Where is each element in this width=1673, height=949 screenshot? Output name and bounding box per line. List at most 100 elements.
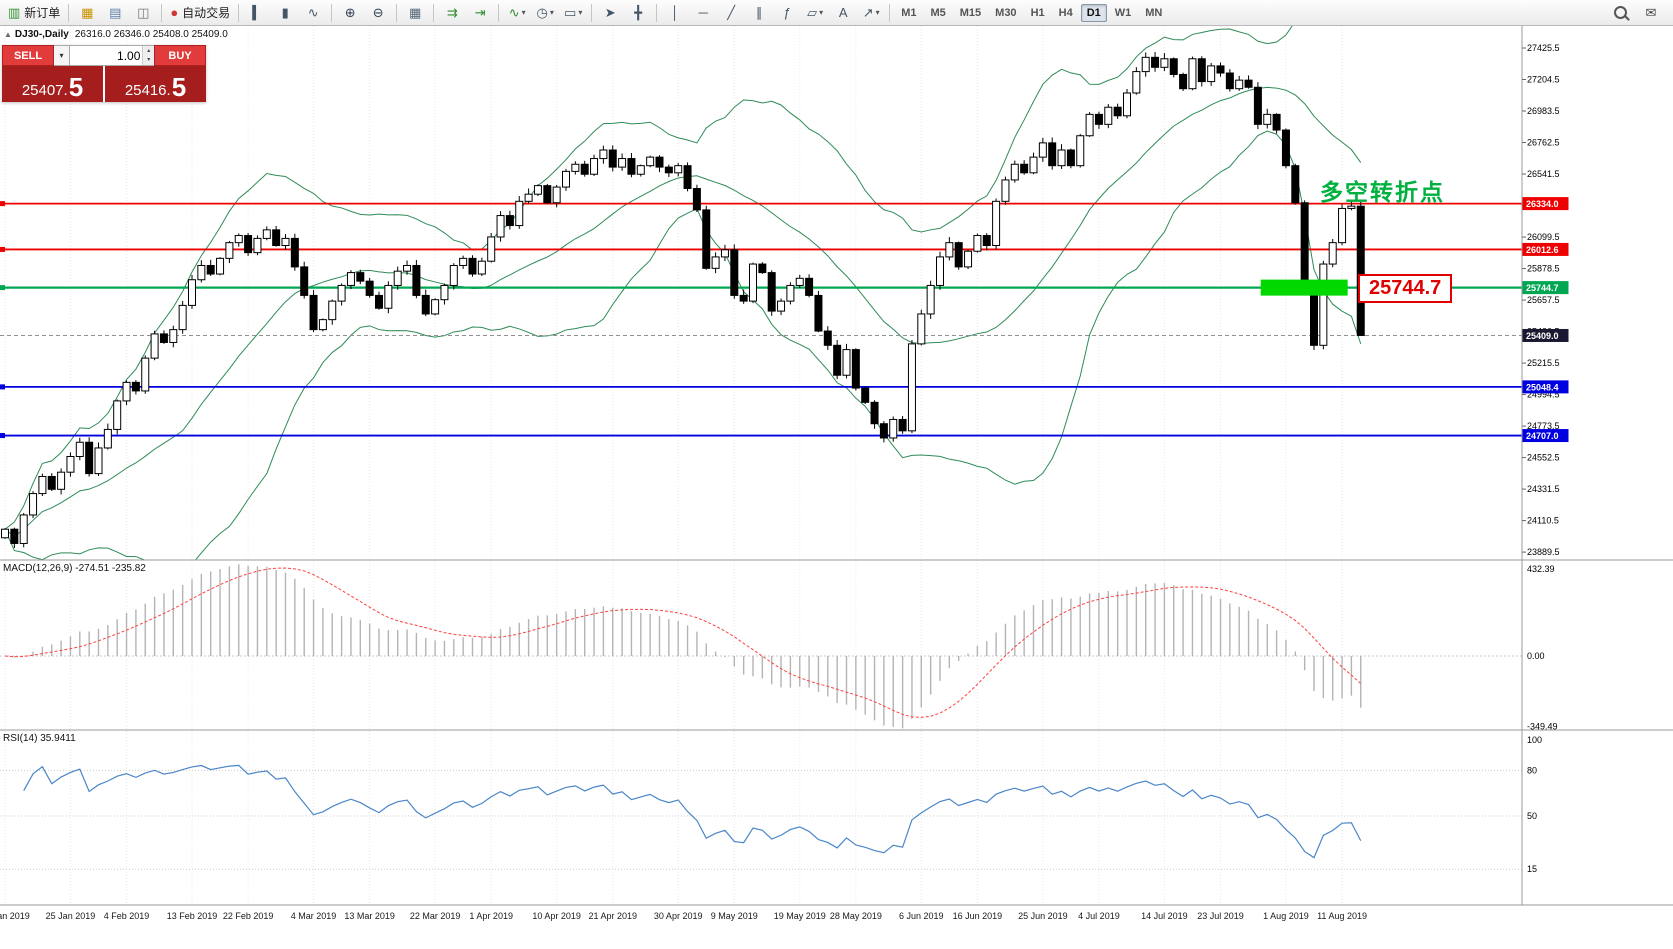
charts-profile-button[interactable]: ▦ bbox=[74, 2, 100, 24]
templates-button[interactable]: ▭ ▾ bbox=[560, 2, 586, 24]
new-order-label: 新订单 bbox=[24, 6, 61, 20]
timeframe-d1[interactable]: D1 bbox=[1080, 3, 1107, 22]
svg-text:432.39: 432.39 bbox=[1527, 564, 1555, 574]
toolbar: ▥ 新订单 ▦ ▤ ◫ ● 自动交易 ▍ ▮ ∿ ⊕ ⊖ ▦ ⇉ ⇥ ∿ ▾ ◷ ▾ ▭ ▾ ➤ ╋ │ ─ ╱ ∥ ƒ ▱ ▾ A ↗ ▾ M… bbox=[0, 0, 1673, 26]
svg-text:23889.5: 23889.5 bbox=[1527, 547, 1560, 557]
auto-scroll-icon: ⇉ bbox=[446, 5, 458, 20]
new-chart-button[interactable]: ▤ bbox=[102, 2, 128, 24]
crosshair-button[interactable]: ╋ bbox=[625, 2, 651, 24]
buy-button[interactable]: BUY bbox=[154, 45, 206, 66]
volume-field: ▴ ▾ bbox=[70, 45, 154, 66]
svg-text:14 Jul 2019: 14 Jul 2019 bbox=[1141, 911, 1188, 921]
arrows-dropdown-icon: ▾ bbox=[875, 8, 880, 17]
chart-canvas[interactable]: 23889.5 24110.5 24331.5 24552.5 24773.5 24994… bbox=[0, 26, 1673, 949]
svg-text:4 Feb 2019: 4 Feb 2019 bbox=[104, 911, 150, 921]
candlestick-mode-button[interactable]: ▮ bbox=[272, 2, 298, 24]
fibonacci-retracement-button[interactable]: ƒ bbox=[774, 2, 800, 24]
collapse-panel-icon[interactable]: ▲ bbox=[4, 30, 12, 39]
svg-text:26334.0: 26334.0 bbox=[1526, 199, 1559, 209]
turning-point-annotation: 多空转折点 bbox=[1320, 179, 1445, 205]
svg-text:25 Jan 2019: 25 Jan 2019 bbox=[46, 911, 96, 921]
svg-text:1 Aug 2019: 1 Aug 2019 bbox=[1263, 911, 1309, 921]
svg-text:19 May 2019: 19 May 2019 bbox=[774, 911, 826, 921]
svg-text:25215.5: 25215.5 bbox=[1527, 358, 1560, 368]
templates-dropdown-icon: ▾ bbox=[578, 8, 583, 17]
shapes-button[interactable]: ▱ ▾ bbox=[802, 2, 828, 24]
templates-icon: ▭ bbox=[564, 5, 577, 20]
timeframe-h1[interactable]: H1 bbox=[1030, 6, 1045, 19]
shapes-dropdown-icon: ▾ bbox=[819, 8, 824, 17]
toolbar-separator bbox=[889, 3, 891, 22]
svg-text:22 Feb 2019: 22 Feb 2019 bbox=[223, 911, 274, 921]
periods-button[interactable]: ◷ ▾ bbox=[532, 2, 558, 24]
indicators-list-button[interactable]: ∿ ▾ bbox=[504, 2, 530, 24]
auto-trading-icon: ● bbox=[170, 5, 179, 20]
sell-button[interactable]: SELL bbox=[2, 45, 54, 66]
sell-price-display[interactable]: 25407. 5 bbox=[2, 66, 103, 102]
cursor-button[interactable]: ➤ bbox=[597, 2, 623, 24]
trendline-button[interactable]: ╱ bbox=[718, 2, 744, 24]
volume-down-icon[interactable]: ▾ bbox=[143, 55, 154, 65]
order-type-dropdown[interactable]: ▾ bbox=[54, 45, 70, 66]
toolbar-separator bbox=[498, 3, 500, 22]
chart-shift-icon: ⇥ bbox=[474, 5, 486, 20]
timeframe-m1[interactable]: M1 bbox=[901, 6, 917, 19]
chart-shift-button[interactable]: ⇥ bbox=[467, 2, 493, 24]
svg-text:100: 100 bbox=[1527, 735, 1542, 745]
messages-button[interactable]: ✉ bbox=[1638, 2, 1664, 24]
text-label-button[interactable]: A bbox=[830, 2, 856, 24]
timeframe-w1[interactable]: W1 bbox=[1114, 6, 1132, 19]
toolbar-separator bbox=[433, 3, 435, 22]
toolbar-right: ✉ bbox=[1610, 2, 1669, 24]
equidistant-channel-button[interactable]: ∥ bbox=[746, 2, 772, 24]
volume-spinner: ▴ ▾ bbox=[142, 46, 154, 65]
svg-text:25409.0: 25409.0 bbox=[1526, 331, 1559, 341]
timeframe-h4[interactable]: H4 bbox=[1058, 6, 1073, 19]
volume-up-icon[interactable]: ▴ bbox=[143, 46, 154, 56]
message-icon: ✉ bbox=[1645, 5, 1657, 20]
svg-text:11 Aug 2019: 11 Aug 2019 bbox=[1317, 911, 1367, 921]
svg-text:26099.5: 26099.5 bbox=[1527, 232, 1560, 242]
sell-price-big-digit: 5 bbox=[68, 72, 84, 103]
svg-text:16 Jun 2019: 16 Jun 2019 bbox=[953, 911, 1003, 921]
svg-text:21 Apr 2019: 21 Apr 2019 bbox=[588, 911, 637, 921]
one-click-trading-panel: SELL ▾ ▴ ▾ BUY 25407. 5 25416. bbox=[2, 45, 206, 102]
svg-text:0.00: 0.00 bbox=[1527, 651, 1545, 661]
timeframe-m15[interactable]: M15 bbox=[959, 6, 982, 19]
vertical-line-button[interactable]: │ bbox=[662, 2, 688, 24]
buy-price-display[interactable]: 25416. 5 bbox=[105, 66, 206, 102]
new-order-button[interactable]: ▥ 新订单 bbox=[5, 2, 63, 24]
tile-windows-button[interactable]: ▦ bbox=[402, 2, 428, 24]
timeframe-m30[interactable]: M30 bbox=[995, 6, 1017, 19]
vertical-line-icon: │ bbox=[671, 5, 680, 20]
zoom-in-button[interactable]: ⊕ bbox=[337, 2, 363, 24]
horizontal-line-button[interactable]: ─ bbox=[690, 2, 716, 24]
svg-text:24552.5: 24552.5 bbox=[1527, 453, 1560, 463]
svg-text:22 Mar 2019: 22 Mar 2019 bbox=[410, 911, 461, 921]
svg-text:13 Mar 2019: 13 Mar 2019 bbox=[344, 911, 395, 921]
svg-text:24994.5: 24994.5 bbox=[1527, 390, 1560, 400]
bar-chart-mode-button[interactable]: ▍ bbox=[244, 2, 270, 24]
bar-chart-mode-icon: ▍ bbox=[252, 5, 263, 20]
timeframe-mn[interactable]: MN bbox=[1145, 6, 1163, 19]
chart-window-button[interactable]: ◫ bbox=[130, 2, 156, 24]
indicators-list-icon: ∿ bbox=[508, 5, 520, 20]
search-icon[interactable] bbox=[1614, 6, 1627, 19]
svg-text:26762.5: 26762.5 bbox=[1527, 138, 1560, 148]
volume-input[interactable] bbox=[70, 46, 143, 65]
svg-text:80: 80 bbox=[1527, 765, 1537, 775]
auto-scroll-button[interactable]: ⇉ bbox=[439, 2, 465, 24]
arrows-button[interactable]: ↗ ▾ bbox=[858, 2, 884, 24]
svg-text:26012.6: 26012.6 bbox=[1526, 245, 1559, 255]
horizontal-line-icon: ─ bbox=[698, 5, 708, 20]
new-chart-icon: ▤ bbox=[109, 5, 122, 20]
arrows-icon: ↗ bbox=[862, 5, 874, 20]
line-chart-mode-button[interactable]: ∿ bbox=[300, 2, 326, 24]
auto-trading-button[interactable]: ● 自动交易 bbox=[167, 2, 233, 24]
toolbar-separator bbox=[591, 3, 593, 22]
timeframe-m5[interactable]: M5 bbox=[930, 6, 946, 19]
shapes-icon: ▱ bbox=[807, 5, 818, 20]
zoom-out-icon: ⊖ bbox=[372, 5, 384, 20]
toolbar-separator bbox=[656, 3, 658, 22]
zoom-out-button[interactable]: ⊖ bbox=[365, 2, 391, 24]
